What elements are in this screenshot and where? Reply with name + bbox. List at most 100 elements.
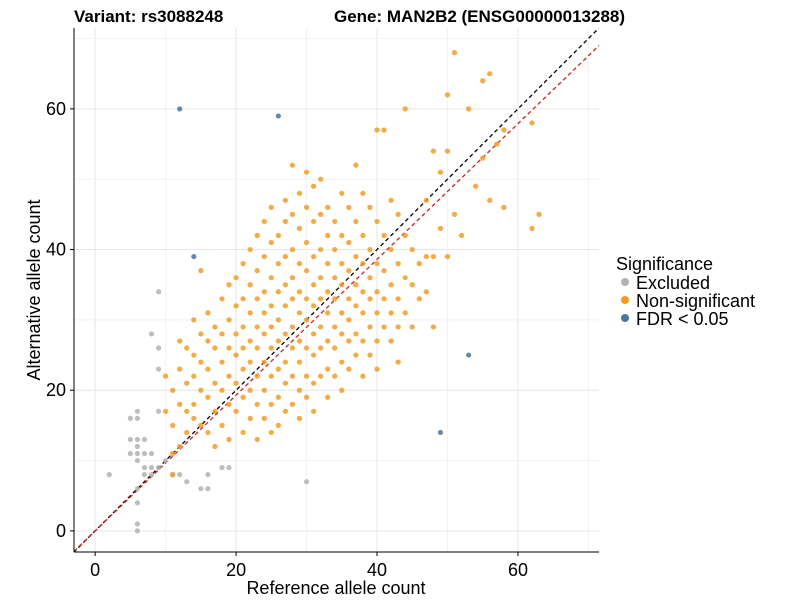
data-point — [275, 113, 281, 119]
data-point — [240, 296, 246, 302]
data-point — [282, 408, 289, 414]
data-point — [310, 331, 317, 337]
data-point — [212, 443, 218, 450]
data-point — [198, 422, 204, 428]
data-point — [191, 401, 197, 407]
data-point — [388, 282, 394, 288]
data-point — [141, 472, 148, 478]
data-point — [148, 472, 155, 478]
data-point — [360, 373, 366, 379]
data-point — [388, 246, 394, 253]
data-point — [170, 422, 176, 428]
data-point — [367, 296, 373, 302]
data-point — [268, 345, 274, 351]
data-point — [374, 289, 380, 295]
data-point — [303, 268, 310, 274]
data-point — [177, 338, 183, 344]
data-point — [219, 422, 225, 428]
data-point — [480, 155, 486, 161]
data-point — [395, 324, 401, 330]
data-point — [163, 408, 169, 414]
data-point — [212, 408, 218, 414]
data-point — [374, 261, 380, 267]
data-point — [191, 317, 197, 323]
data-point — [339, 232, 345, 239]
data-point — [381, 324, 387, 330]
data-point — [310, 380, 317, 386]
data-point — [106, 472, 112, 478]
data-point — [367, 246, 373, 253]
data-point — [318, 345, 324, 351]
data-point — [346, 296, 352, 302]
data-point — [360, 190, 366, 196]
y-axis-title: Alternative allele count — [24, 199, 44, 380]
data-point — [388, 310, 394, 316]
data-point — [310, 218, 317, 225]
data-point — [282, 359, 289, 365]
gridlines — [74, 28, 599, 552]
data-point — [148, 331, 155, 337]
data-point — [409, 324, 415, 330]
data-point — [423, 289, 429, 295]
data-point — [458, 232, 465, 239]
data-point — [261, 387, 267, 393]
data-point — [339, 359, 345, 365]
x-tick-label: 20 — [226, 560, 246, 580]
data-point — [332, 296, 338, 302]
data-point — [487, 71, 493, 77]
data-point — [444, 92, 451, 98]
data-point — [233, 331, 239, 337]
data-point — [282, 282, 289, 288]
data-point — [254, 232, 260, 239]
data-point — [254, 436, 260, 443]
data-point — [226, 436, 232, 443]
data-point — [226, 464, 232, 471]
data-point — [346, 338, 352, 344]
data-point — [127, 415, 133, 421]
data-point — [275, 317, 281, 323]
data-point — [163, 373, 169, 379]
data-point — [141, 436, 148, 443]
data-point — [402, 275, 408, 281]
data-point — [381, 268, 387, 274]
data-point — [233, 408, 239, 414]
data-point — [296, 261, 303, 267]
data-point — [296, 310, 303, 316]
data-point — [198, 387, 204, 393]
data-point — [318, 373, 324, 379]
chart-title-gene: Gene: MAN2B2 (ENSG00000013288) — [334, 7, 625, 26]
data-point — [289, 162, 296, 168]
data-point — [501, 204, 507, 210]
data-point — [430, 148, 436, 154]
data-point — [444, 148, 451, 154]
data-point — [310, 352, 317, 358]
data-point — [325, 204, 331, 210]
data-point — [303, 394, 310, 400]
data-point — [325, 232, 331, 239]
data-point — [240, 429, 246, 436]
data-point — [233, 352, 239, 358]
data-point — [360, 261, 366, 267]
legend-label: FDR < 0.05 — [636, 309, 729, 329]
data-point — [184, 345, 190, 351]
data-point — [127, 436, 133, 443]
x-tick-label: 0 — [90, 560, 100, 580]
data-point — [219, 464, 225, 471]
data-point — [346, 268, 352, 274]
data-point — [205, 310, 211, 316]
data-point — [529, 225, 535, 232]
data-point — [296, 289, 303, 295]
data-point — [430, 324, 436, 330]
legend-label: Non-significant — [636, 291, 755, 311]
data-point — [261, 253, 267, 260]
data-point — [184, 429, 190, 436]
data-point — [282, 380, 289, 386]
legend: Significance ExcludedNon-significantFDR … — [616, 254, 755, 329]
data-point — [261, 415, 267, 421]
data-point — [155, 289, 162, 295]
data-point — [282, 331, 289, 337]
data-point — [325, 289, 331, 295]
data-point — [233, 380, 239, 386]
data-point — [381, 232, 387, 239]
data-point — [247, 310, 253, 316]
